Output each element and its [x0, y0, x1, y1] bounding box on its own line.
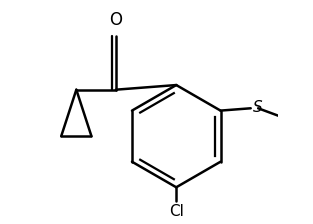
Text: O: O	[109, 11, 122, 29]
Text: S: S	[253, 100, 262, 115]
Text: Cl: Cl	[169, 204, 184, 219]
